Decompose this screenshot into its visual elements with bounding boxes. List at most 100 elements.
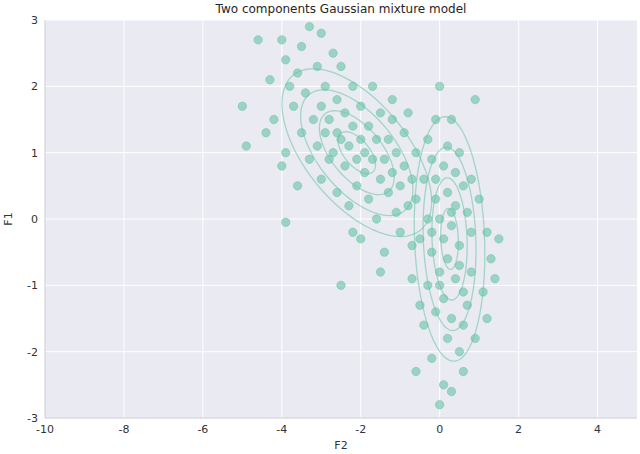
y-grid-line: [45, 20, 637, 21]
y-tick-label: -1: [27, 279, 38, 292]
scatter-point: [459, 182, 467, 190]
scatter-point: [360, 148, 368, 156]
scatter-point: [293, 69, 301, 77]
scatter-point: [266, 76, 274, 84]
scatter-point: [270, 115, 278, 123]
scatter-point: [455, 347, 463, 355]
scatter-point: [495, 235, 503, 243]
scatter-point: [435, 82, 443, 90]
y-axis-label: F1: [2, 212, 15, 225]
scatter-point: [428, 354, 436, 362]
scatter-point: [262, 129, 270, 137]
scatter-point: [297, 42, 305, 50]
scatter-point: [238, 102, 246, 110]
x-tick-label: 4: [594, 423, 601, 436]
scatter-point: [368, 82, 376, 90]
scatter-point: [305, 22, 313, 30]
scatter-point: [278, 36, 286, 44]
scatter-point: [317, 102, 325, 110]
x-grid-line: [45, 20, 46, 418]
scatter-point: [392, 148, 400, 156]
scatter-point: [455, 148, 463, 156]
scatter-point: [384, 188, 392, 196]
scatter-point: [451, 275, 459, 283]
scatter-point: [467, 228, 475, 236]
scatter-point: [278, 162, 286, 170]
scatter-point: [483, 314, 491, 322]
scatter-point: [325, 115, 333, 123]
scatter-point: [329, 49, 337, 57]
scatter-point: [408, 275, 416, 283]
scatter-point: [388, 95, 396, 103]
scatter-point: [349, 122, 357, 130]
component-contour: [319, 111, 394, 195]
scatter-point: [282, 218, 290, 226]
scatter-point: [317, 29, 325, 37]
scatter-point: [329, 148, 337, 156]
y-axis-line: [45, 20, 46, 418]
component-contour: [301, 90, 413, 216]
component-contour: [338, 132, 375, 174]
scatter-point: [439, 381, 447, 389]
scatter-point: [254, 36, 262, 44]
x-tick-label: -4: [276, 423, 287, 436]
plot-marks: [238, 22, 503, 409]
scatter-point: [333, 129, 341, 137]
x-axis-line: [45, 418, 637, 419]
scatter-point: [317, 175, 325, 183]
scatter-point: [384, 135, 392, 143]
scatter-point: [491, 275, 499, 283]
scatter-point: [349, 228, 357, 236]
component-contour: [423, 147, 476, 330]
scatter-point: [459, 367, 467, 375]
scatter-point: [341, 162, 349, 170]
scatter-point: [404, 109, 412, 117]
scatter-point: [432, 175, 440, 183]
scatter-point: [345, 142, 353, 150]
scatter-point: [313, 142, 321, 150]
scatter-point: [282, 56, 290, 64]
x-tick-label: -10: [36, 423, 54, 436]
y-tick-label: -2: [27, 346, 38, 359]
scatter-point: [471, 95, 479, 103]
scatter-point: [487, 255, 495, 263]
scatter-point: [357, 235, 365, 243]
scatter-point: [309, 115, 317, 123]
chart-title: Two components Gaussian mixture model: [215, 2, 467, 16]
scatter-point: [467, 268, 475, 276]
scatter-point: [439, 162, 447, 170]
scatter-point: [333, 188, 341, 196]
component-contour: [282, 69, 432, 237]
y-grid-line: [45, 351, 637, 352]
scatter-point: [337, 281, 345, 289]
scatter-point: [443, 334, 451, 342]
component-contour: [432, 178, 467, 300]
y-tick-label: 0: [31, 213, 38, 226]
x-tick-label: 0: [436, 423, 443, 436]
scatter-point: [293, 182, 301, 190]
scatter-point: [376, 109, 384, 117]
y-tick-label: 3: [31, 14, 38, 27]
y-tick-label: 2: [31, 80, 38, 93]
scatter-point: [447, 387, 455, 395]
x-tick-label: -6: [197, 423, 208, 436]
x-tick-label: 2: [515, 423, 522, 436]
scatter-point: [443, 188, 451, 196]
scatter-point: [447, 221, 455, 229]
plot-background: [45, 20, 637, 418]
scatter-point: [455, 241, 463, 249]
scatter-point: [388, 168, 396, 176]
scatter-point: [439, 294, 447, 302]
x-tick-label: -2: [355, 423, 366, 436]
scatter-point: [345, 202, 353, 210]
component-contour: [414, 117, 485, 361]
y-grid-line: [45, 219, 637, 220]
chart: -10-8-6-4-2024-3-2-10123Two components G…: [0, 0, 640, 454]
scatter-point: [396, 228, 404, 236]
y-tick-label: 1: [31, 147, 38, 160]
scatter-point: [376, 175, 384, 183]
scatter-point: [364, 195, 372, 203]
scatter-point: [242, 142, 250, 150]
scatter-point: [428, 248, 436, 256]
y-grid-line: [45, 418, 637, 419]
